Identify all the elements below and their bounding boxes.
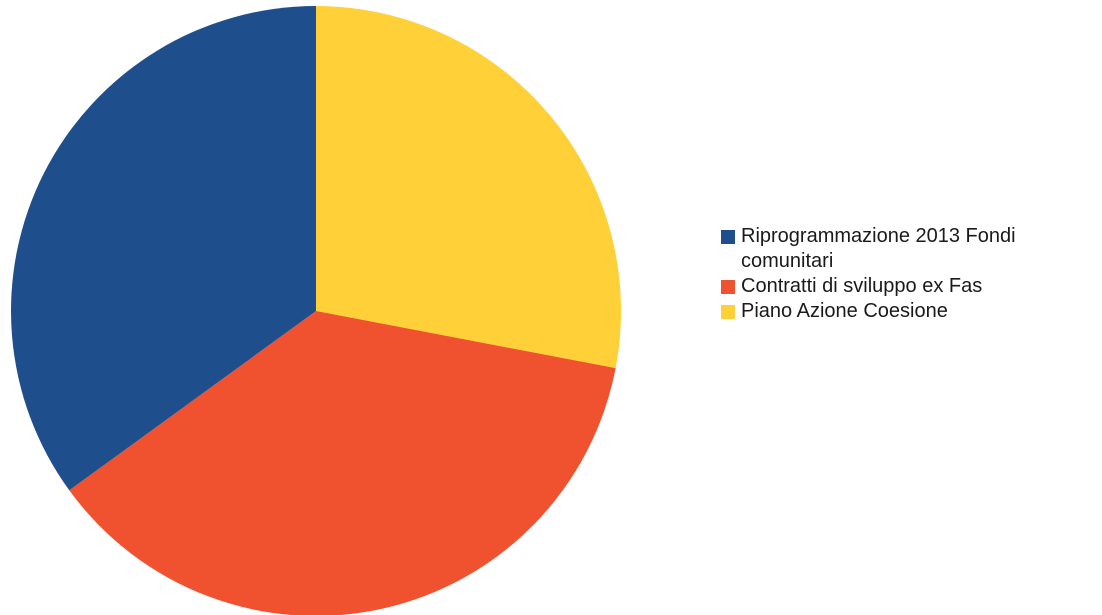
pie-slice	[69, 311, 616, 615]
legend-item-contratti: Contratti di sviluppo ex Fas	[721, 274, 1102, 299]
pie-slice	[11, 6, 316, 491]
legend-swatch	[721, 280, 735, 294]
legend-swatch	[721, 230, 735, 244]
legend-swatch	[721, 305, 735, 319]
legend-label: Riprogrammazione 2013 Fondi comunitari	[741, 225, 1016, 272]
legend-label: Contratti di sviluppo ex Fas	[741, 275, 983, 297]
legend-item-piano: Piano Azione Coesione	[721, 299, 1102, 324]
pie-slice	[316, 6, 622, 369]
legend-item-riprogrammazione: Riprogrammazione 2013 Fondi comunitari	[721, 224, 1102, 274]
legend: Riprogrammazione 2013 Fondi comunitari C…	[721, 224, 1102, 324]
legend-label: Piano Azione Coesione	[741, 300, 948, 322]
